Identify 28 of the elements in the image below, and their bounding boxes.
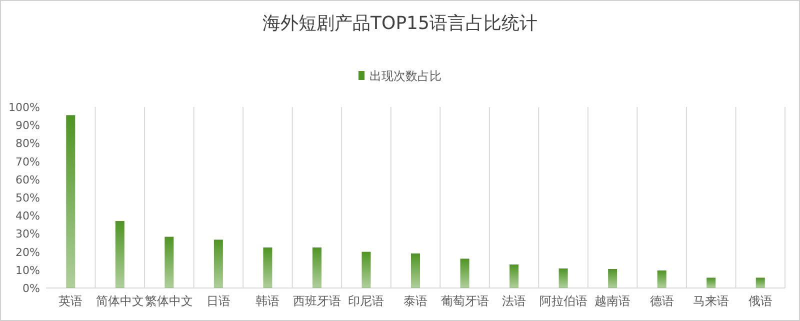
x-tick-label: 越南语 xyxy=(594,294,631,308)
x-tick-label: 德语 xyxy=(650,294,674,308)
y-tick-label: 60% xyxy=(16,173,40,186)
x-tick-label: 繁体中文 xyxy=(145,294,194,308)
x-tick-label: 韩语 xyxy=(256,294,280,308)
x-tick-label: 日语 xyxy=(206,294,230,308)
y-tick-label: 80% xyxy=(16,137,40,150)
y-tick-label: 10% xyxy=(16,264,40,277)
x-tick-label: 英语 xyxy=(58,294,83,308)
x-tick-label: 法语 xyxy=(502,294,526,308)
y-tick-label: 100% xyxy=(8,101,40,114)
chart-title: 海外短剧产品TOP15语言占比统计 xyxy=(262,13,538,34)
x-tick-label: 印尼语 xyxy=(348,294,384,308)
x-tick-label: 西班牙语 xyxy=(292,294,341,308)
x-tick-label: 泰语 xyxy=(404,294,428,308)
x-tick-label: 阿拉伯语 xyxy=(539,294,588,308)
x-tick-label: 马来语 xyxy=(693,294,730,308)
y-tick-label: 50% xyxy=(16,192,40,204)
x-tick-label: 葡萄牙语 xyxy=(440,294,489,308)
y-tick-label: 90% xyxy=(16,119,40,132)
y-tick-label: 20% xyxy=(16,246,40,259)
legend-label: 出现次数占比 xyxy=(370,69,442,83)
y-tick-label: 70% xyxy=(16,155,40,168)
y-tick-label: 30% xyxy=(16,228,40,241)
y-tick-label: 40% xyxy=(16,210,40,223)
y-tick-label: 0% xyxy=(22,282,40,295)
x-tick-label: 简体中文 xyxy=(96,294,144,308)
x-tick-label: 俄语 xyxy=(748,294,772,308)
